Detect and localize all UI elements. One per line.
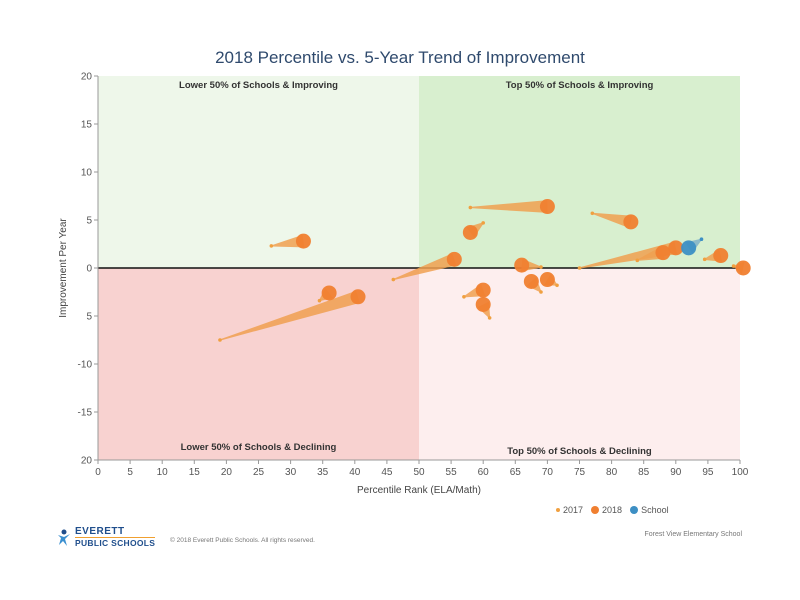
x-tick-label: 0 <box>95 467 101 478</box>
copyright-text: © 2018 Everett Public Schools. All right… <box>170 537 315 544</box>
point-school-2018 <box>681 240 697 256</box>
person-figure-icon <box>57 529 71 547</box>
point-2018 <box>623 214 639 230</box>
x-tick-label: 75 <box>574 467 586 478</box>
trend-trail <box>579 241 678 269</box>
legend-item-2018[interactable]: 2018 <box>591 505 622 515</box>
quadrant-label-top-left: Lower 50% of Schools & Improving <box>179 80 338 91</box>
legend-label-2017: 2017 <box>563 505 584 515</box>
point-2017 <box>539 290 543 294</box>
point-2018 <box>475 296 491 312</box>
x-tick-label: 60 <box>478 467 490 478</box>
legend-label-2018: 2018 <box>602 505 623 515</box>
y-tick-label: 5 <box>86 312 92 323</box>
point-2018 <box>295 233 311 249</box>
chart-title: 2018 Percentile vs. 5-Year Trend of Impr… <box>215 48 585 67</box>
y-tick-label: -10 <box>78 360 93 371</box>
x-tick-label: 15 <box>189 467 201 478</box>
legend-item-2017[interactable]: 2017 <box>556 505 583 515</box>
x-tick-label: 35 <box>317 467 329 478</box>
x-tick-label: 25 <box>253 467 265 478</box>
x-tick-label: 65 <box>510 467 522 478</box>
point-2018 <box>735 260 751 276</box>
x-tick-label: 95 <box>702 467 714 478</box>
point-2017 <box>731 264 736 268</box>
point-2017 <box>391 277 396 282</box>
trend-trail <box>271 234 305 248</box>
point-2017 <box>462 295 466 299</box>
point-2018 <box>462 224 478 240</box>
x-tick-label: 45 <box>381 467 393 478</box>
quadrant-label-bottom-left: Lower 50% of Schools & Declining <box>181 442 337 453</box>
legend-marker-school <box>630 506 639 514</box>
point-2018 <box>514 257 530 273</box>
logo-line-2: PUBLIC SCHOOLS <box>75 537 156 548</box>
point-2018 <box>475 282 491 298</box>
x-tick-label: 10 <box>157 467 169 478</box>
x-tick-label: 30 <box>285 467 297 478</box>
point-2017 <box>218 338 222 342</box>
legend-label-school: School <box>641 505 669 515</box>
quadrant-label-top-right: Top 50% of Schools & Improving <box>506 80 654 91</box>
x-tick-label: 20 <box>221 467 233 478</box>
quadrant-bottom-right <box>419 268 740 460</box>
x-tick-label: 85 <box>638 467 650 478</box>
x-tick-label: 55 <box>446 467 458 478</box>
school-name: Forest View Elementary School <box>644 531 742 538</box>
trend-trail <box>393 253 457 281</box>
x-axis-title: Percentile Rank (ELA/Math) <box>357 485 481 496</box>
logo-line-1: EVERETT <box>75 526 125 537</box>
point-2018 <box>446 251 462 267</box>
y-tick-label: 10 <box>81 168 93 179</box>
x-tick-label: 80 <box>606 467 618 478</box>
x-tick-label: 5 <box>127 467 133 478</box>
point-2017 <box>702 257 707 262</box>
point-2017 <box>487 316 492 320</box>
x-tick-label: 40 <box>349 467 361 478</box>
point-2017 <box>468 205 473 210</box>
trend-trail <box>470 200 548 213</box>
y-tick-label: 5 <box>86 216 92 227</box>
point-2017 <box>590 211 595 216</box>
chart-legend: 2017 2018 School <box>556 505 669 515</box>
quadrant-label-bottom-right: Top 50% of Schools & Declining <box>507 446 652 457</box>
y-tick-label: -15 <box>78 408 93 419</box>
legend-marker-2017 <box>556 508 560 512</box>
point-2018 <box>668 240 684 256</box>
point-2017 <box>699 237 704 241</box>
legend-marker-2018 <box>591 506 600 514</box>
y-axis-title: Improvement Per Year <box>58 218 69 318</box>
x-tick-label: 50 <box>413 467 425 478</box>
point-2017 <box>269 244 274 248</box>
point-2017 <box>635 258 640 263</box>
point-2018 <box>713 248 729 264</box>
x-tick-label: 90 <box>670 467 682 478</box>
point-2018 <box>350 289 366 305</box>
trend-trail <box>219 290 360 341</box>
point-2018 <box>523 273 539 289</box>
y-tick-label: 20 <box>81 72 93 83</box>
point-2018 <box>539 272 555 288</box>
y-tick-label: 20 <box>81 456 93 467</box>
point-2017 <box>317 298 322 303</box>
trend-trail <box>592 212 633 229</box>
x-tick-label: 70 <box>542 467 554 478</box>
district-logo[interactable]: EVERETT PUBLIC SCHOOLS <box>57 526 156 548</box>
point-2018 <box>539 199 555 215</box>
legend-item-school[interactable]: School <box>630 505 669 515</box>
point-2018 <box>655 245 671 261</box>
y-tick-label: 15 <box>81 120 93 131</box>
point-2017 <box>481 221 486 225</box>
point-2017 <box>555 283 559 288</box>
x-tick-label: 100 <box>732 467 749 478</box>
quadrant-bottom-left <box>98 268 419 460</box>
point-2018 <box>321 285 337 301</box>
point-2017 <box>577 266 582 270</box>
quadrant-top-left <box>98 76 419 268</box>
y-tick-label: 0 <box>86 264 92 275</box>
point-2017 <box>539 265 543 269</box>
